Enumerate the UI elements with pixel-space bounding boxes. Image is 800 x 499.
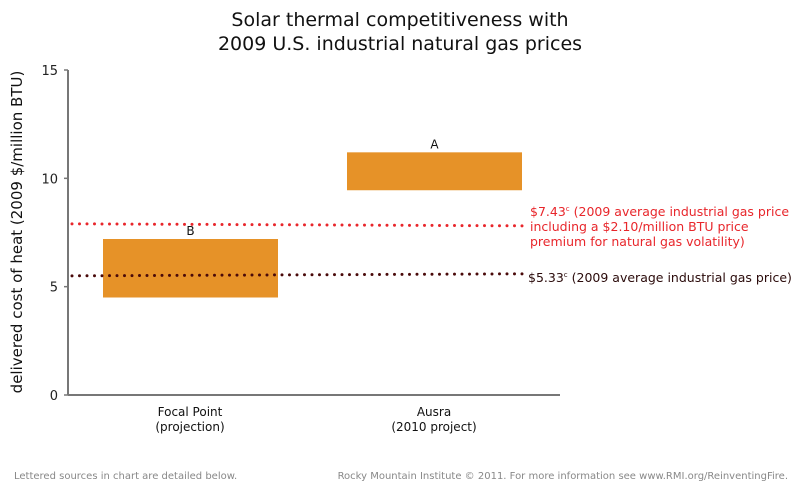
footer-left: Lettered sources in chart are detailed b… (14, 471, 238, 482)
category-label-ausra: Ausra (2010 project) (391, 405, 477, 434)
bar-label-A: A (430, 137, 439, 151)
y-tick-label: 5 (50, 281, 58, 296)
chart-title: Solar thermal competitiveness with 2009 U… (217, 9, 583, 55)
y-tick-label: 15 (41, 64, 58, 79)
dark-line-label: $5.33c (2009 average industrial gas pric… (528, 270, 792, 286)
category-label-focal-point: Focal Point (projection) (155, 405, 225, 434)
y-axis-label: delivered cost of heat (2009 $/million B… (8, 71, 26, 394)
y-tick-label: 0 (50, 389, 58, 404)
footer-right: Rocky Mountain Institute © 2011. For mor… (337, 471, 788, 482)
reference-line-1 (70, 272, 524, 278)
range-bar-B (103, 239, 278, 298)
range-bar-A (347, 152, 522, 191)
reference-line-0 (70, 222, 524, 228)
red-line-label: $7.43c (2009 average industrial gas pric… (530, 204, 790, 250)
bar-label-B: B (186, 224, 194, 238)
y-tick-label: 10 (41, 172, 58, 187)
